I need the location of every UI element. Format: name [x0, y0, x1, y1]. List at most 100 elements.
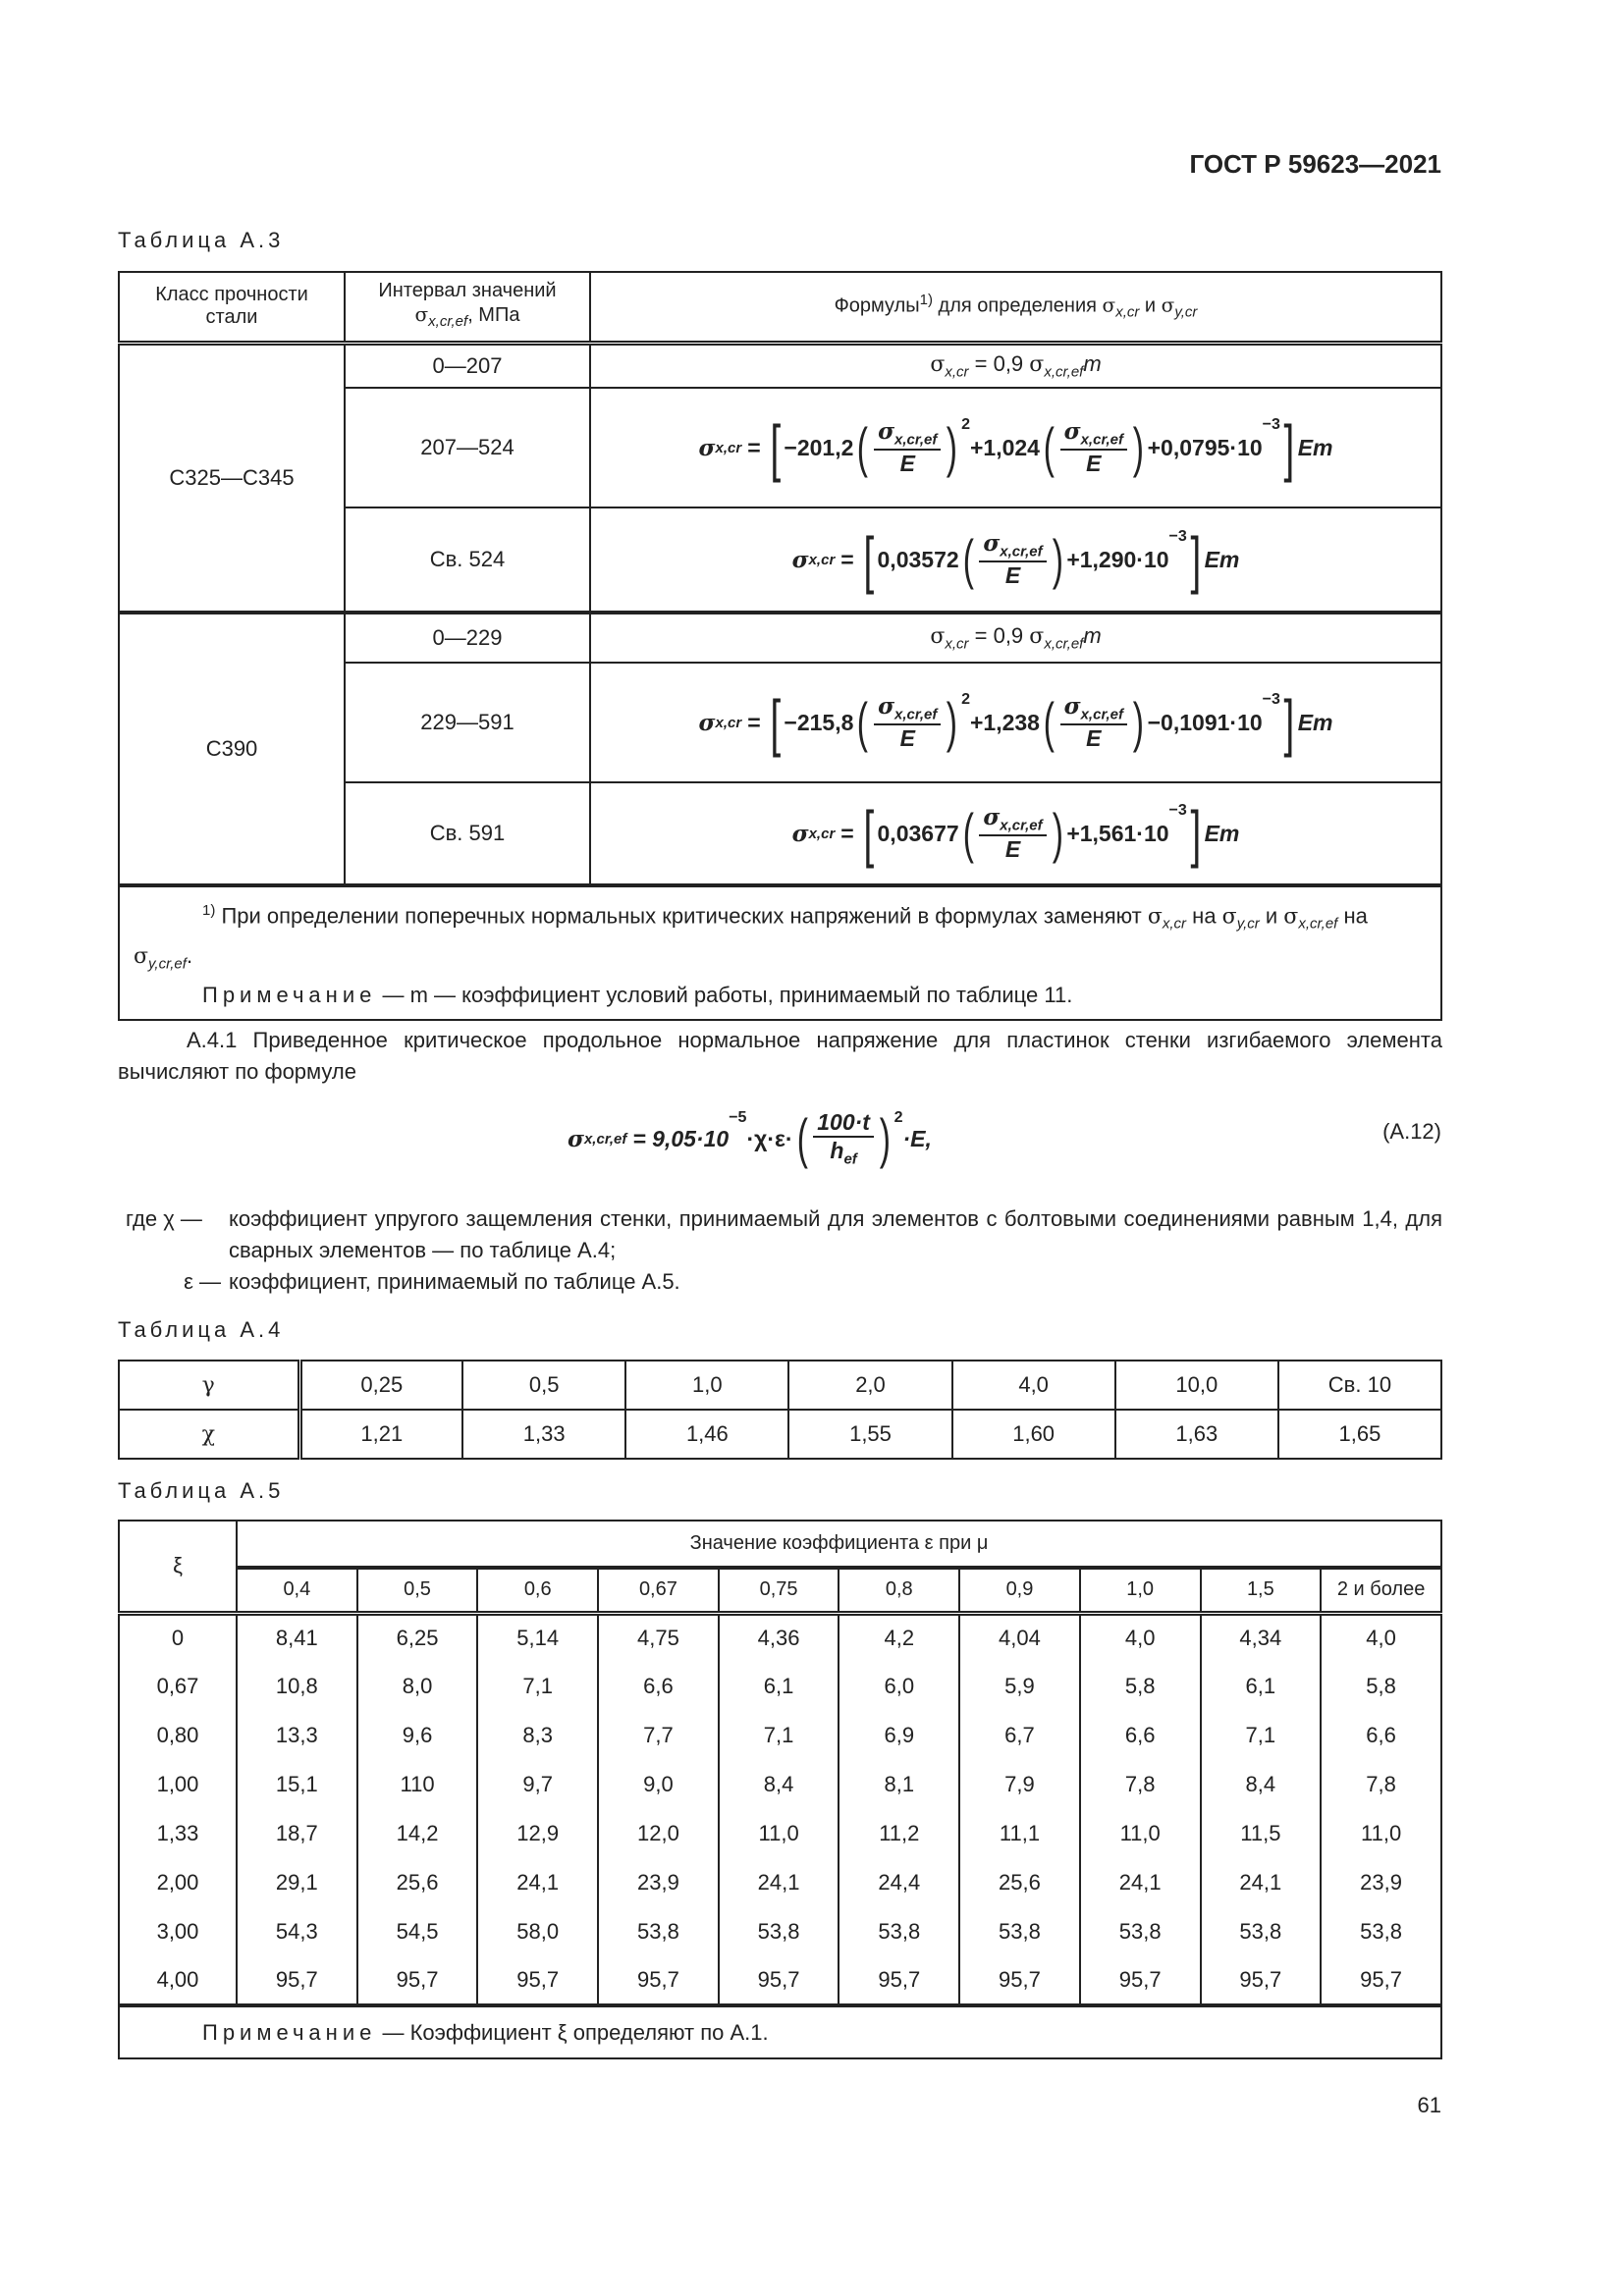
bracket-right: ] — [1283, 412, 1295, 483]
formula: σ x,cr =[−201,2(σx,cr,ef E) 2 +1,024(σx,cr,ef… — [699, 416, 1333, 479]
table-row: 2,00 29,1 25,6 24,1 23,9 24,1 24,4 25,6 24,1 24,1… — [118, 1858, 1442, 1907]
paren-left: ( — [796, 1107, 808, 1169]
fraction: σx,cr,ef E — [874, 693, 942, 752]
row-header: χ — [118, 1409, 302, 1460]
sigma-symbol: σ — [791, 820, 809, 847]
value-cell: 58,0 — [476, 1907, 600, 1956]
value-cell: 4,0 — [950, 1360, 1116, 1411]
steel-class-cell: С325—С345 — [118, 342, 346, 614]
formula-cell: σ x,cr =[0,03572(σx,cr,ef E) +1,290·10 −3] Em — [589, 507, 1442, 614]
formula-cell: σ x,cr =[0,03677(σx,cr,ef E) +1,561·10 −3] Em — [589, 781, 1442, 887]
value-cell: Св. 10 — [1276, 1360, 1443, 1411]
t: = 0,9 — [968, 623, 1030, 649]
sub: y,cr — [1174, 304, 1198, 322]
value-cell: 8,1 — [838, 1760, 961, 1809]
formula-simple: σx,cr = 0,9 σx,cr,efm — [930, 623, 1101, 652]
fraction-group: (σx,cr,ef E) — [853, 693, 961, 752]
value-cell: 6,1 — [717, 1662, 840, 1711]
fraction-group: (σx,cr,ef E) — [959, 804, 1067, 863]
value-cell: 2,0 — [787, 1360, 953, 1411]
exponent: −3 — [1168, 802, 1187, 819]
value-cell: 7,1 — [1199, 1711, 1323, 1760]
sigma-symbol: σ — [134, 943, 149, 969]
t: = 0,9 — [968, 351, 1030, 377]
fraction-group: (σx,cr,ef E) — [1040, 418, 1148, 477]
where-list: где χ — коэффициент упругого защемления с… — [126, 1203, 1442, 1298]
value-cell: 110 — [355, 1760, 479, 1809]
fraction-group: (σx,cr,ef E) — [959, 530, 1067, 589]
tail: ·E, — [902, 1125, 932, 1151]
value-cell: 4,75 — [597, 1613, 720, 1662]
sub: x,cr — [945, 363, 969, 381]
formula-body: σ x,cr,ef = 9,05·10 −5 ·χ·ε· ( 100·t hef ) 2… — [568, 1109, 932, 1168]
tail: Em — [1297, 434, 1333, 460]
value-cell: 53,8 — [1199, 1907, 1323, 1956]
equals: = — [840, 820, 854, 846]
bracket-left: [ — [863, 798, 874, 869]
coef: +0,0795·10 — [1147, 434, 1263, 460]
value-cell: 12,0 — [597, 1809, 720, 1858]
value-cell: 5,14 — [476, 1613, 600, 1662]
table-row: С390 0—229 σx,cr = 0,9 σx,cr,efm — [118, 612, 1442, 887]
table-row: 1,00 15,1 110 9,7 9,0 8,4 8,1 7,9 7,8 8,4 7,8 — [118, 1760, 1442, 1809]
value-cell: 8,0 — [355, 1662, 479, 1711]
value-cell: 95,7 — [355, 1956, 479, 2005]
sigma-symbol: σ — [568, 1125, 584, 1152]
sigma-symbol: σ — [878, 693, 895, 721]
value-cell: 4,2 — [838, 1613, 961, 1662]
value-cell: 4,36 — [717, 1613, 840, 1662]
value-cell: 1,55 — [787, 1409, 953, 1460]
value-cell: 14,2 — [355, 1809, 479, 1858]
coef: 0,03572 — [877, 546, 959, 572]
value-cell: 4,04 — [958, 1613, 1081, 1662]
t: . — [186, 942, 193, 968]
value-cell: 95,7 — [597, 1956, 720, 2005]
value-cell: 24,1 — [717, 1858, 840, 1907]
xi-cell: 1,33 — [118, 1809, 238, 1858]
interval-cell: 229—591 — [344, 662, 591, 783]
coef: −201,2 — [784, 434, 854, 460]
table-a5: ξ Значение коэффициента ε при μ 0,4 0,5 0,… — [118, 1520, 1442, 2059]
value-cell: 1,60 — [950, 1409, 1116, 1460]
equals: = — [840, 546, 854, 572]
fraction: σx,cr,ef E — [979, 530, 1047, 589]
value-cell: 6,9 — [838, 1711, 961, 1760]
xi-cell: 4,00 — [118, 1956, 238, 2005]
value-cell: 23,9 — [1320, 1858, 1442, 1907]
sub: x,cr,ef — [894, 706, 938, 723]
value-cell: 6,6 — [1320, 1711, 1442, 1760]
sigma-symbol: σ — [1283, 904, 1299, 930]
value-cell: 6,0 — [838, 1662, 961, 1711]
value-cell: 11,0 — [1078, 1809, 1202, 1858]
page-number: 61 — [1417, 2093, 1441, 2117]
value-cell: 8,4 — [717, 1760, 840, 1809]
table-row: 0 8,41 6,25 5,14 4,75 4,36 4,2 4,04 4,0 4,34 4,0 — [118, 1613, 1442, 1662]
value-cell: 12,9 — [476, 1809, 600, 1858]
value-cell: 6,25 — [355, 1613, 479, 1662]
tail: Em — [1297, 709, 1333, 735]
denominator: E — [899, 724, 915, 751]
sigma-symbol: σ — [1063, 418, 1081, 446]
exponent: −5 — [729, 1109, 747, 1127]
value-cell: 6,6 — [597, 1662, 720, 1711]
value-cell: 23,9 — [597, 1858, 720, 1907]
paren-right: ) — [1132, 416, 1144, 478]
value-cell: 53,8 — [597, 1907, 720, 1956]
footnote-mark: 1) — [202, 902, 216, 919]
value-cell: 6,1 — [1199, 1662, 1323, 1711]
mid: ·χ·ε· — [746, 1125, 793, 1151]
formula-cell: σx,cr = 0,9 σx,cr,efm — [589, 612, 1442, 664]
coef: 0,03677 — [877, 820, 959, 846]
sigma-symbol: σ — [414, 302, 429, 327]
mu-header: 0,4 — [236, 1567, 358, 1616]
value-cell: 53,8 — [838, 1907, 961, 1956]
denominator: E — [1004, 561, 1021, 588]
sigma-symbol: σ — [878, 418, 895, 446]
formula-cell: σ x,cr =[−215,8(σx,cr,ef E) 2 +1,238(σx,cr,ef… — [589, 662, 1442, 783]
mu-header: 0,9 — [958, 1567, 1081, 1616]
value-cell: 18,7 — [236, 1809, 358, 1858]
value-cell: 53,8 — [958, 1907, 1081, 1956]
fraction: σx,cr,ef E — [979, 804, 1047, 863]
value-cell: 95,7 — [1199, 1956, 1323, 2005]
coef: +1,290·10 — [1066, 546, 1169, 572]
